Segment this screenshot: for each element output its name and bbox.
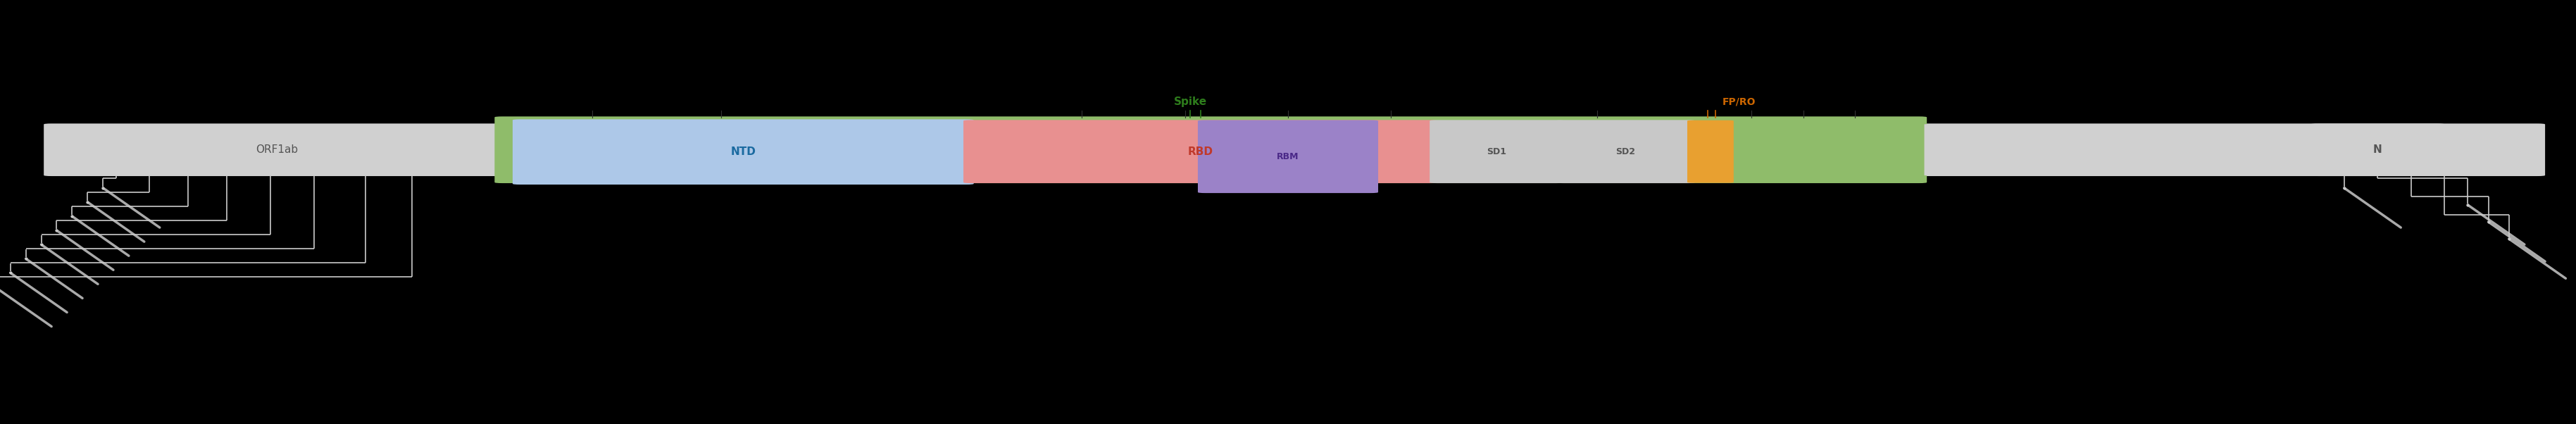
Text: ORF1ab: ORF1ab — [255, 145, 299, 155]
FancyBboxPatch shape — [513, 119, 974, 184]
FancyBboxPatch shape — [1924, 124, 1960, 176]
FancyBboxPatch shape — [2311, 123, 2445, 176]
FancyBboxPatch shape — [2331, 124, 2367, 176]
FancyBboxPatch shape — [1976, 124, 2012, 176]
FancyBboxPatch shape — [2231, 124, 2267, 176]
Text: RBD: RBD — [1188, 146, 1213, 157]
FancyBboxPatch shape — [1430, 120, 1564, 183]
Text: FP/RO: FP/RO — [1723, 97, 1754, 107]
FancyBboxPatch shape — [1556, 120, 1695, 183]
FancyBboxPatch shape — [963, 120, 1437, 183]
FancyBboxPatch shape — [2179, 124, 2215, 176]
Text: Spike: Spike — [1175, 97, 1206, 107]
Text: SD1: SD1 — [1486, 147, 1507, 156]
FancyBboxPatch shape — [2076, 124, 2112, 176]
FancyBboxPatch shape — [2483, 124, 2519, 176]
Text: RBM: RBM — [1278, 152, 1298, 161]
FancyBboxPatch shape — [1687, 120, 1734, 183]
FancyBboxPatch shape — [495, 117, 1927, 183]
Text: SD2: SD2 — [1615, 147, 1636, 156]
FancyBboxPatch shape — [2280, 124, 2316, 176]
FancyBboxPatch shape — [2128, 124, 2164, 176]
FancyBboxPatch shape — [44, 123, 2545, 176]
Text: NTD: NTD — [732, 147, 755, 157]
Text: N: N — [2372, 145, 2383, 155]
FancyBboxPatch shape — [2025, 124, 2063, 176]
FancyBboxPatch shape — [2383, 124, 2419, 176]
FancyBboxPatch shape — [1198, 120, 1378, 193]
FancyBboxPatch shape — [2432, 124, 2470, 176]
